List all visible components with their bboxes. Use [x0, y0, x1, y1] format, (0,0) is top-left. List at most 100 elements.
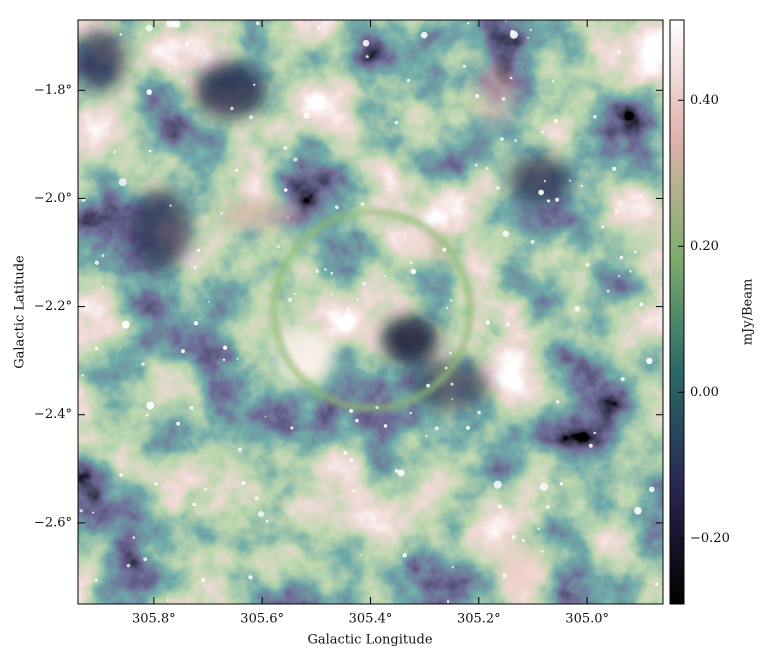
point-source	[236, 357, 239, 360]
point-source	[540, 550, 544, 553]
point-source	[235, 168, 239, 172]
point-source	[655, 582, 659, 586]
point-source	[166, 598, 169, 602]
point-source	[181, 349, 185, 354]
point-source	[121, 320, 130, 329]
point-source	[94, 260, 100, 265]
point-source	[612, 166, 617, 171]
point-source	[537, 527, 540, 530]
point-source	[365, 55, 369, 59]
point-source	[360, 554, 363, 556]
point-source	[316, 25, 321, 30]
point-source	[355, 418, 359, 423]
point-source	[101, 254, 105, 257]
point-source	[347, 307, 351, 311]
x-tick-label: 305.0°	[565, 612, 609, 627]
point-source	[207, 300, 210, 303]
point-source	[92, 511, 95, 514]
point-source	[574, 306, 580, 312]
point-source	[446, 306, 449, 310]
x-tick-label: 305.2°	[457, 612, 501, 627]
point-source	[141, 362, 145, 366]
point-source	[514, 139, 517, 142]
point-source	[222, 358, 226, 361]
x-tick-label: 305.6°	[240, 612, 284, 627]
point-source	[94, 578, 98, 582]
point-source	[324, 268, 327, 271]
y-tick-label: −1.8°	[34, 83, 72, 98]
point-source	[553, 118, 558, 124]
point-source	[81, 198, 86, 202]
point-source	[315, 269, 320, 274]
point-source	[462, 64, 466, 68]
point-source	[442, 247, 447, 252]
point-source	[287, 216, 289, 219]
point-source	[617, 50, 621, 54]
point-source	[201, 578, 206, 583]
point-source	[290, 426, 294, 430]
point-source	[102, 286, 105, 289]
point-source	[253, 83, 256, 86]
point-source	[606, 289, 610, 293]
colorbar-tick-label: 0.20	[690, 239, 719, 254]
point-source	[189, 406, 194, 410]
point-source	[634, 507, 642, 515]
point-source	[475, 94, 480, 99]
emission	[78, 20, 663, 604]
point-source	[555, 197, 560, 202]
point-source	[119, 33, 122, 36]
point-source	[466, 426, 470, 430]
point-source	[204, 487, 207, 491]
point-source	[614, 208, 619, 213]
point-source	[449, 299, 453, 302]
point-source	[546, 505, 550, 509]
point-source	[580, 184, 583, 188]
point-source	[521, 538, 526, 543]
point-source	[185, 42, 190, 47]
point-source	[362, 39, 370, 47]
point-source	[477, 410, 481, 415]
point-source	[628, 270, 632, 273]
point-source	[547, 199, 550, 203]
point-source	[569, 179, 572, 182]
colorbar	[669, 19, 685, 605]
point-source	[420, 31, 428, 39]
colorbar-tick-label: 0.00	[690, 385, 719, 400]
point-source	[502, 230, 510, 238]
point-source	[241, 481, 246, 485]
point-source	[375, 406, 379, 410]
shell	[270, 208, 474, 412]
colorbar-tick-label: 0.40	[690, 93, 719, 108]
map	[78, 20, 663, 604]
point-source	[505, 322, 510, 327]
point-source	[249, 115, 254, 120]
point-source	[451, 566, 454, 569]
point-source	[172, 20, 180, 28]
point-source	[474, 163, 478, 167]
point-source	[356, 298, 359, 301]
point-source	[293, 157, 298, 162]
point-source	[384, 275, 387, 278]
point-source	[362, 282, 366, 286]
point-source	[167, 68, 170, 71]
point-source	[485, 167, 489, 170]
point-source	[588, 443, 593, 448]
point-source	[197, 248, 200, 252]
point-source	[450, 382, 454, 386]
point-source	[509, 76, 513, 80]
point-source	[425, 435, 428, 438]
point-source	[277, 245, 280, 248]
x-tick-label: 305.8°	[132, 612, 176, 627]
point-source	[501, 97, 506, 101]
point-source	[132, 536, 136, 539]
point-source	[283, 188, 288, 192]
point-source	[94, 347, 99, 351]
point-sources	[79, 20, 659, 603]
y-axis-label: Galactic Latitude	[13, 255, 28, 369]
point-source	[257, 510, 265, 518]
point-source	[620, 377, 625, 382]
point-source	[265, 519, 269, 523]
point-source	[193, 265, 197, 269]
point-source	[593, 431, 596, 435]
